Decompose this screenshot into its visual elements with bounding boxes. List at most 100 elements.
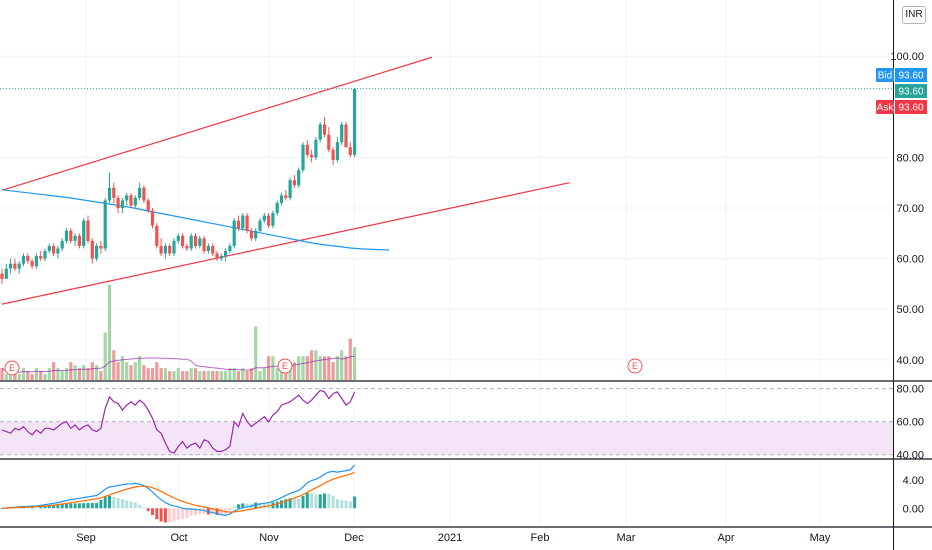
price-tick-label: 80.00	[896, 152, 924, 164]
volume-bar	[279, 368, 284, 380]
volume-bar	[120, 356, 124, 380]
volume-bar	[163, 368, 167, 380]
candle-body	[120, 200, 124, 208]
volume-bar	[305, 356, 309, 380]
time-axis[interactable]: Sep Oct Nov Dec 2021 Feb Mar Apr May	[76, 532, 831, 544]
volume-bar	[215, 371, 219, 380]
volume-bar	[228, 368, 232, 380]
candle-body	[301, 144, 305, 171]
volume-bar	[39, 371, 43, 380]
volume-bar	[21, 368, 26, 380]
time-tick-label: Apr	[717, 532, 734, 544]
last-price-tag-box	[895, 84, 927, 98]
volume-bar	[60, 371, 64, 380]
volume-bar	[142, 365, 146, 380]
macd-histogram-bar	[237, 504, 240, 509]
volume-bar	[301, 356, 305, 380]
candle-body	[275, 202, 279, 214]
macd-histogram-bar	[65, 503, 68, 509]
candle-body	[297, 170, 301, 186]
volume-bar	[73, 365, 77, 380]
candle-body	[43, 251, 47, 259]
macd-histogram-bar	[86, 503, 90, 509]
volume-bar	[219, 371, 223, 380]
volume-bar	[107, 285, 112, 380]
candle-body	[168, 245, 172, 254]
candle-body	[47, 245, 51, 251]
candle-body	[224, 251, 228, 257]
macd-histogram-bar	[181, 508, 185, 520]
volume-bar	[271, 356, 275, 380]
volume-bar	[4, 374, 8, 380]
macd-line	[1, 464, 356, 517]
price-axis[interactable]: 40.00 50.00 60.00 70.00 80.00 100.00 40.00 60.0…	[890, 51, 924, 515]
time-tick-label: Dec	[344, 532, 364, 544]
candle-body	[228, 245, 232, 251]
macd-histogram-bar	[288, 498, 292, 509]
candle-body	[185, 245, 189, 249]
earnings-marker	[4, 360, 20, 376]
time-tick-label: 2021	[438, 532, 462, 544]
volume-bar	[133, 362, 137, 380]
price-tick-label: 70.00	[896, 203, 924, 215]
candle-body	[13, 263, 17, 269]
candle-body	[90, 240, 94, 259]
volume-bar	[249, 368, 253, 380]
candle-body	[56, 248, 60, 254]
macd-histogram-bar	[185, 508, 189, 518]
candle-body	[335, 142, 339, 160]
volume-bar	[181, 371, 185, 380]
volume-bar	[245, 371, 249, 380]
macd-histogram-bar	[30, 507, 34, 509]
currency-button[interactable]: INR	[902, 6, 926, 24]
volume-bar	[64, 368, 69, 380]
candle-body	[318, 124, 322, 140]
candle-body	[236, 220, 241, 229]
candle-body	[107, 187, 112, 201]
macd-histogram-bar	[125, 500, 129, 509]
macd-histogram-bar	[335, 499, 339, 509]
volume-bar	[30, 374, 34, 380]
candle-body	[73, 235, 77, 241]
macd-histogram-bar	[116, 498, 120, 509]
volume-bar	[185, 371, 189, 380]
candle-body	[69, 230, 73, 241]
volume-bar	[275, 368, 279, 380]
candle-body	[26, 256, 30, 262]
volume-bar	[90, 362, 94, 380]
volume-bar	[155, 362, 159, 380]
candle-body	[292, 180, 296, 186]
rsi-band	[0, 421, 893, 455]
volume-bar	[172, 371, 176, 380]
macd-histogram-bar	[155, 508, 159, 520]
volume-bar	[348, 338, 352, 380]
candle-body	[34, 256, 38, 267]
macd-histogram-bar	[194, 508, 197, 516]
volume-bar	[99, 371, 103, 380]
macd-histogram-bar	[348, 501, 352, 509]
volume-bar	[310, 350, 314, 380]
bid-tag-value: 93.60	[898, 71, 923, 82]
volume-bar	[43, 374, 47, 380]
time-tick-label: Oct	[170, 532, 187, 544]
candle-body	[116, 197, 120, 208]
candle-body	[17, 263, 21, 269]
volume-bar	[86, 368, 90, 380]
rsi-tick-label: 40.00	[896, 450, 924, 462]
volume-bar	[344, 356, 348, 380]
volume-average-line	[1, 355, 355, 373]
volume-bar	[150, 368, 155, 380]
candle-body	[77, 235, 81, 246]
macd-histogram-bar	[172, 508, 176, 522]
candle-body	[142, 187, 146, 201]
macd-histogram-bar	[241, 503, 245, 509]
candle-body	[172, 240, 176, 254]
volume-bar	[82, 365, 86, 380]
macd-histogram-bar	[327, 493, 331, 509]
price-tick-label: 100.00	[890, 51, 924, 63]
candle-body	[52, 245, 56, 254]
volume-bar	[189, 368, 193, 380]
